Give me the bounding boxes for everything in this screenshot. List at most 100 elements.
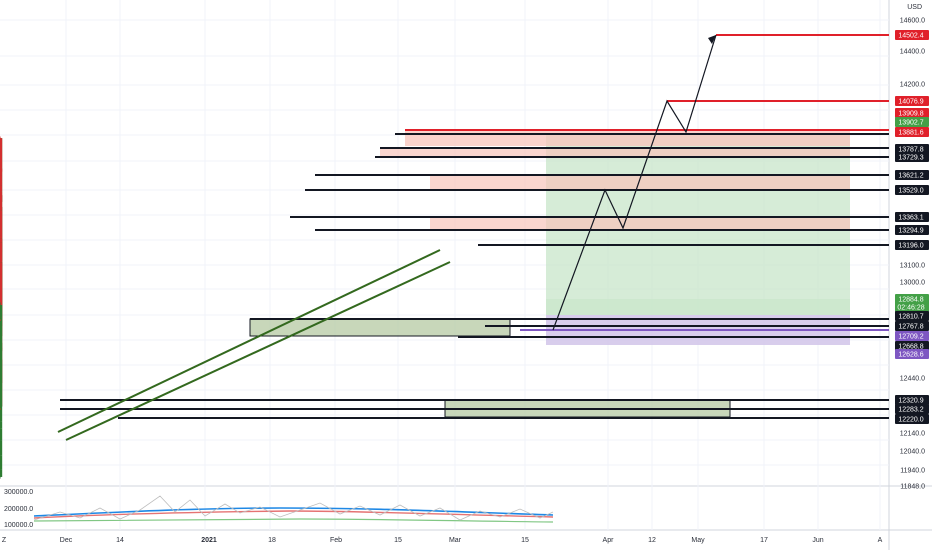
indicator-green-line [33, 518, 554, 523]
price-tag-label: 13529.0 [898, 188, 923, 195]
candle-body [0, 191, 3, 211]
projection-path [552, 34, 717, 331]
candle [0, 188, 3, 216]
price-tag [895, 152, 929, 162]
price-tag [895, 349, 929, 359]
entry-zone-green [546, 299, 850, 315]
x-tick-label: 15 [521, 537, 529, 544]
candle [0, 168, 3, 189]
price-tag [895, 108, 929, 118]
price-tag [895, 30, 929, 40]
price-tag [895, 144, 929, 154]
candle [0, 322, 3, 345]
x-tick-label: 12 [648, 537, 656, 544]
candle-body [0, 326, 3, 340]
supply-zone-4 [430, 217, 850, 230]
price-tag-label: 13294.9 [898, 228, 923, 235]
price-tag-label: 12767.8 [898, 324, 923, 331]
price-tag-label: 13196.0 [898, 243, 923, 250]
price-tag-label: 13909.8 [898, 111, 923, 118]
candle [0, 154, 3, 179]
price-tag-label: 13729.3 [898, 155, 923, 162]
candle-body [0, 168, 3, 176]
x-tick-label: Z [2, 537, 7, 544]
candle [0, 336, 3, 409]
y-tick-label: 11848.0 [900, 484, 925, 491]
price-tag [895, 341, 929, 351]
candle [0, 136, 3, 172]
price-tag-label: 13902.7 [898, 120, 923, 127]
candle [0, 272, 3, 321]
price-tag [895, 331, 929, 341]
supply-zone-2 [380, 148, 850, 158]
projection-arrowhead [708, 35, 716, 44]
price-tag [895, 311, 929, 321]
y-tick-label: 13100.0 [900, 263, 925, 270]
price-tag-label: 02:46:28 [897, 305, 924, 312]
price-tag [895, 117, 929, 127]
candle-body [0, 440, 3, 456]
supply-zone-1 [405, 130, 850, 146]
price-tag-label: 12668.8 [898, 344, 923, 351]
price-tag [895, 414, 929, 424]
indicator-red-line [33, 510, 554, 519]
candle [0, 401, 3, 424]
candle-body [0, 469, 3, 477]
candle [0, 257, 3, 278]
price-tag-label: 12220.0 [898, 417, 923, 424]
candle [0, 437, 3, 457]
supply-zone-3 [430, 175, 850, 190]
candle [0, 302, 3, 320]
x-tick-label: May [691, 537, 705, 544]
price-tag [895, 212, 929, 222]
price-tag [895, 170, 929, 180]
candle-body [0, 274, 3, 318]
candle-body [0, 421, 3, 429]
price-tag-label: 13881.6 [898, 130, 923, 137]
candle-body [0, 339, 3, 407]
y-tick-label: 12140.0 [900, 431, 925, 438]
candle [0, 309, 3, 330]
price-tag [895, 240, 929, 250]
price-tag-label: 13363.1 [898, 215, 923, 222]
y-tick-label: 14400.0 [900, 49, 925, 56]
candle-body [0, 455, 3, 470]
price-tag-label: 12709.2 [898, 334, 923, 341]
candle-body [0, 403, 3, 422]
candle [0, 426, 3, 444]
x-tick-label: Mar [449, 537, 462, 544]
price-tag [895, 294, 929, 304]
x-tick-label: 14 [116, 537, 124, 544]
y-tick-label: 12440.0 [900, 376, 925, 383]
x-tick-label: 18 [268, 537, 276, 544]
candle [0, 453, 3, 472]
price-tag-label: 12283.2 [898, 407, 923, 414]
candle-body [0, 262, 3, 275]
candle-body [0, 210, 3, 253]
price-tag [895, 395, 929, 405]
x-tick-label: Feb [330, 537, 342, 544]
price-tag-label: 13787.8 [898, 147, 923, 154]
trendline-upper [57, 249, 441, 433]
price-tag-label: 14502.4 [898, 33, 923, 40]
trendline-lower [65, 261, 451, 441]
price-tag [895, 127, 929, 137]
candle [0, 416, 3, 432]
candle [0, 181, 3, 202]
indicator-tick-label: 100000.0 [4, 522, 33, 529]
candle-body [0, 185, 3, 192]
candle-body [0, 312, 3, 327]
indicator-tick-label: 300000.0 [4, 489, 33, 496]
price-tag [895, 96, 929, 106]
x-tick-label: Apr [603, 537, 615, 544]
indicator-blue-line [33, 507, 554, 517]
x-tick-label: 2021 [201, 537, 217, 544]
indicator-tick-label: 200000.0 [4, 506, 33, 513]
candle-body [0, 428, 3, 441]
indicator-volume-line [33, 495, 554, 521]
candle-body [0, 175, 3, 186]
candle-body [0, 242, 3, 278]
currency-label: USD [907, 4, 922, 11]
